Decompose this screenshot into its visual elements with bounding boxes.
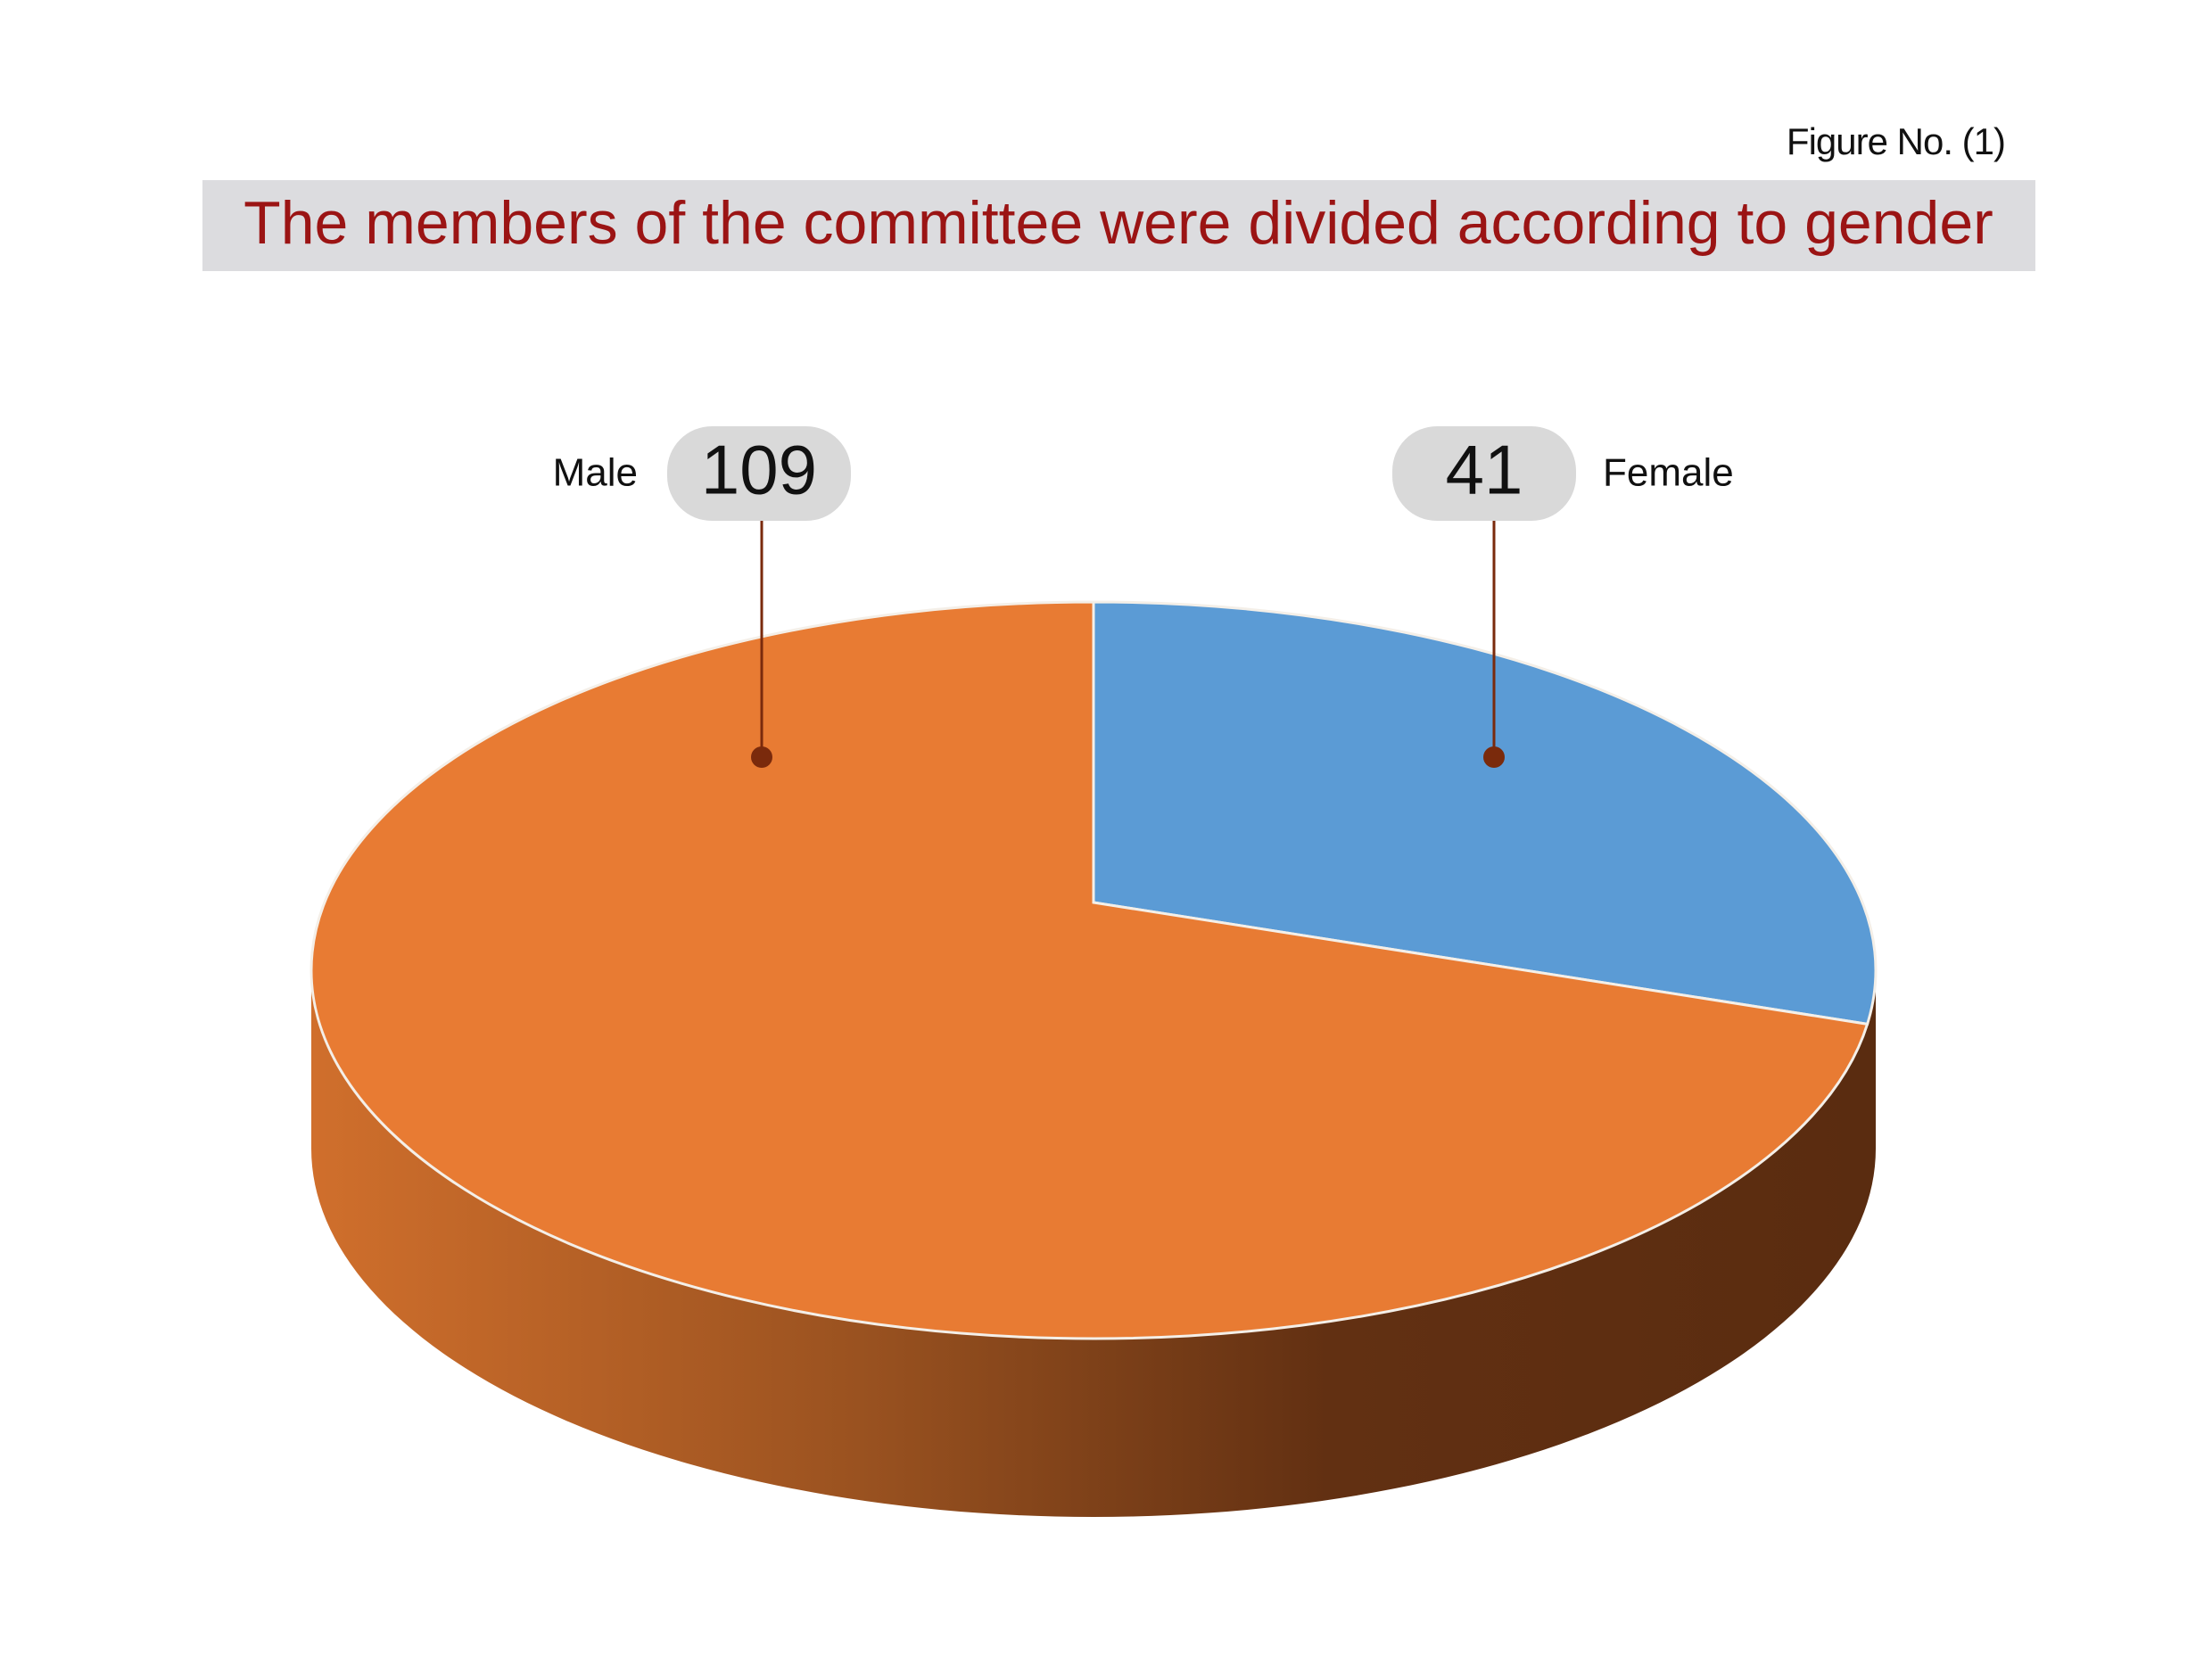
category-label: Male <box>553 451 638 495</box>
value-label-box <box>1392 426 1576 521</box>
pie-slice <box>310 600 1869 1340</box>
value-label-box <box>667 426 851 521</box>
leader-dot <box>751 746 772 768</box>
title-band <box>202 180 2035 271</box>
pie-slice <box>1092 600 1878 1026</box>
value-label: 41 <box>1446 431 1523 509</box>
category-label: Female <box>1603 451 1734 495</box>
pie-side <box>311 970 1876 1517</box>
chart-title: The members of the committee were divide… <box>243 189 1993 257</box>
value-label: 109 <box>701 431 817 509</box>
figure-label: Figure No. (1) <box>1787 120 2005 162</box>
leader-dot <box>1483 746 1505 768</box>
